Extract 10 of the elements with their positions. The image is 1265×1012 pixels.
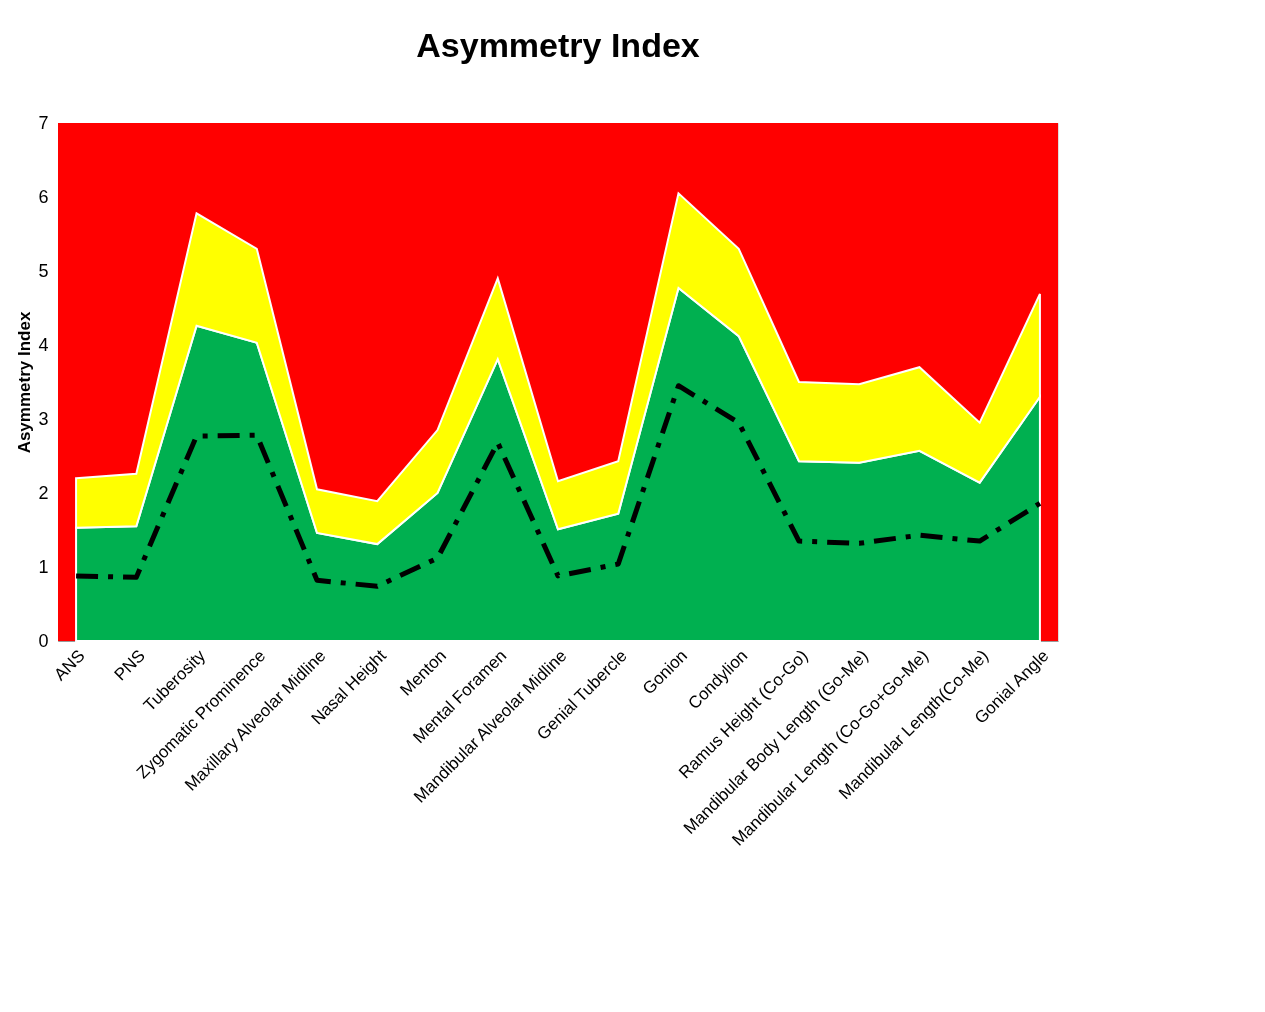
y-tick-label: 0 <box>38 630 49 651</box>
y-tick-label: 5 <box>38 260 49 281</box>
y-tick-label: 7 <box>38 112 49 133</box>
y-tick-label: 2 <box>38 482 49 503</box>
y-tick-label: 4 <box>38 334 49 355</box>
y-tick-label: 1 <box>38 556 49 577</box>
chart-title: Asymmetry Index <box>416 26 700 64</box>
y-tick-label: 3 <box>38 408 49 429</box>
y-tick-label: 6 <box>38 186 49 207</box>
y-axis-title: Asymmetry Index <box>15 311 35 454</box>
